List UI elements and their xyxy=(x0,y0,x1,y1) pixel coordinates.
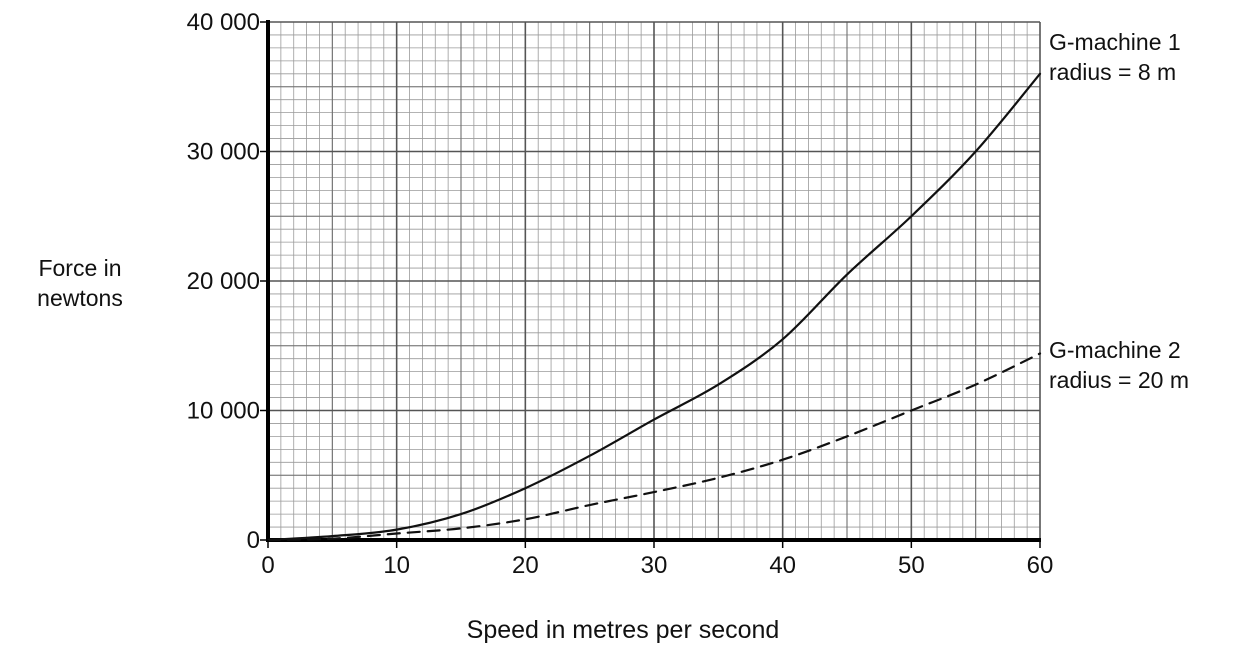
y-axis-label-line-2: newtons xyxy=(37,285,123,311)
x-tick-label: 40 xyxy=(769,552,796,579)
x-tick-label: 50 xyxy=(898,552,925,579)
x-tick-label: 20 xyxy=(512,552,539,579)
y-tick-label: 30 000 xyxy=(187,139,260,166)
series-2-label-line-2: radius = 20 m xyxy=(1049,367,1189,393)
x-axis-label: Speed in metres per second xyxy=(467,616,780,644)
x-tick-label: 10 xyxy=(383,552,410,579)
series-1-line xyxy=(266,72,1042,542)
series-1-label-line-2: radius = 8 m xyxy=(1049,59,1176,85)
y-axis-label-line-1: Force in xyxy=(38,255,121,281)
y-tick-label: 40 000 xyxy=(187,9,260,36)
x-tick-label: 30 xyxy=(641,552,668,579)
x-tick-label: 60 xyxy=(1027,552,1054,579)
y-tick-label: 10 000 xyxy=(187,398,260,425)
y-tick-label: 0 xyxy=(247,527,260,554)
y-tick-label: 20 000 xyxy=(187,268,260,295)
series-1-label-line-1: G-machine 1 xyxy=(1049,29,1181,55)
series-2-line xyxy=(266,352,1042,542)
tick-labels: 0 10 20 30 40 50 60 0 10 000 20 000 30 000 40 000 xyxy=(187,9,1054,579)
series-layer xyxy=(266,72,1042,542)
series-2-label-line-1: G-machine 2 xyxy=(1049,337,1181,363)
x-tick-label: 0 xyxy=(261,552,274,579)
